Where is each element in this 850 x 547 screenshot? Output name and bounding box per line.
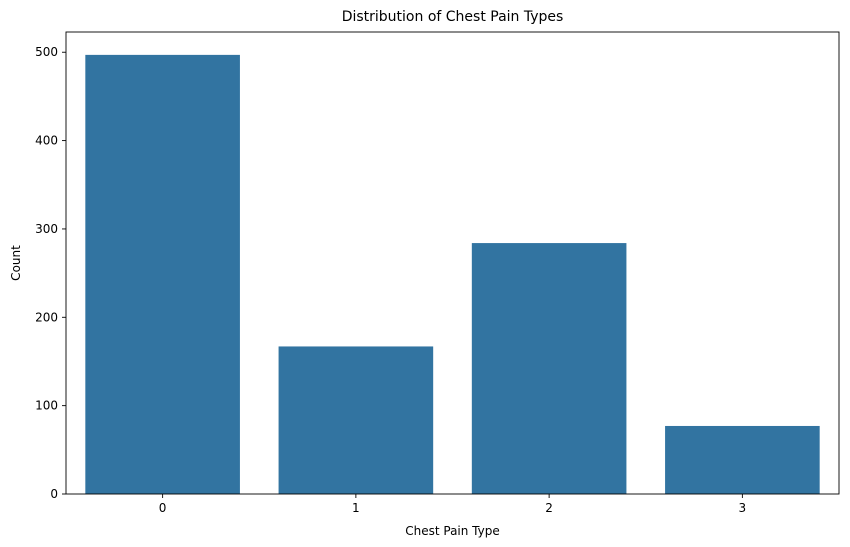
- bar-2: [471, 243, 627, 494]
- bar-1: [278, 346, 434, 494]
- y-axis-label: Count: [9, 245, 23, 281]
- chart-title: Distribution of Chest Pain Types: [342, 9, 564, 25]
- x-axis-ticks: 0 1 2 3: [159, 494, 746, 515]
- bar-0: [85, 54, 240, 494]
- x-tick-label: 2: [545, 501, 553, 515]
- bar-group: [85, 54, 820, 494]
- y-tick-label: 500: [35, 45, 58, 59]
- x-tick-label: 3: [739, 501, 747, 515]
- y-tick-label: 100: [35, 399, 58, 413]
- y-tick-label: 300: [35, 222, 58, 236]
- y-tick-label: 200: [35, 310, 58, 324]
- y-tick-label: 400: [35, 134, 58, 148]
- bar-3: [665, 425, 820, 494]
- x-tick-label: 0: [159, 501, 167, 515]
- y-tick-label: 0: [50, 487, 58, 501]
- x-axis-label: Chest Pain Type: [405, 524, 500, 538]
- x-tick-label: 1: [352, 501, 360, 515]
- y-axis-ticks: 0 100 200 300 400 500: [35, 45, 66, 501]
- axes-frame: [65, 31, 840, 495]
